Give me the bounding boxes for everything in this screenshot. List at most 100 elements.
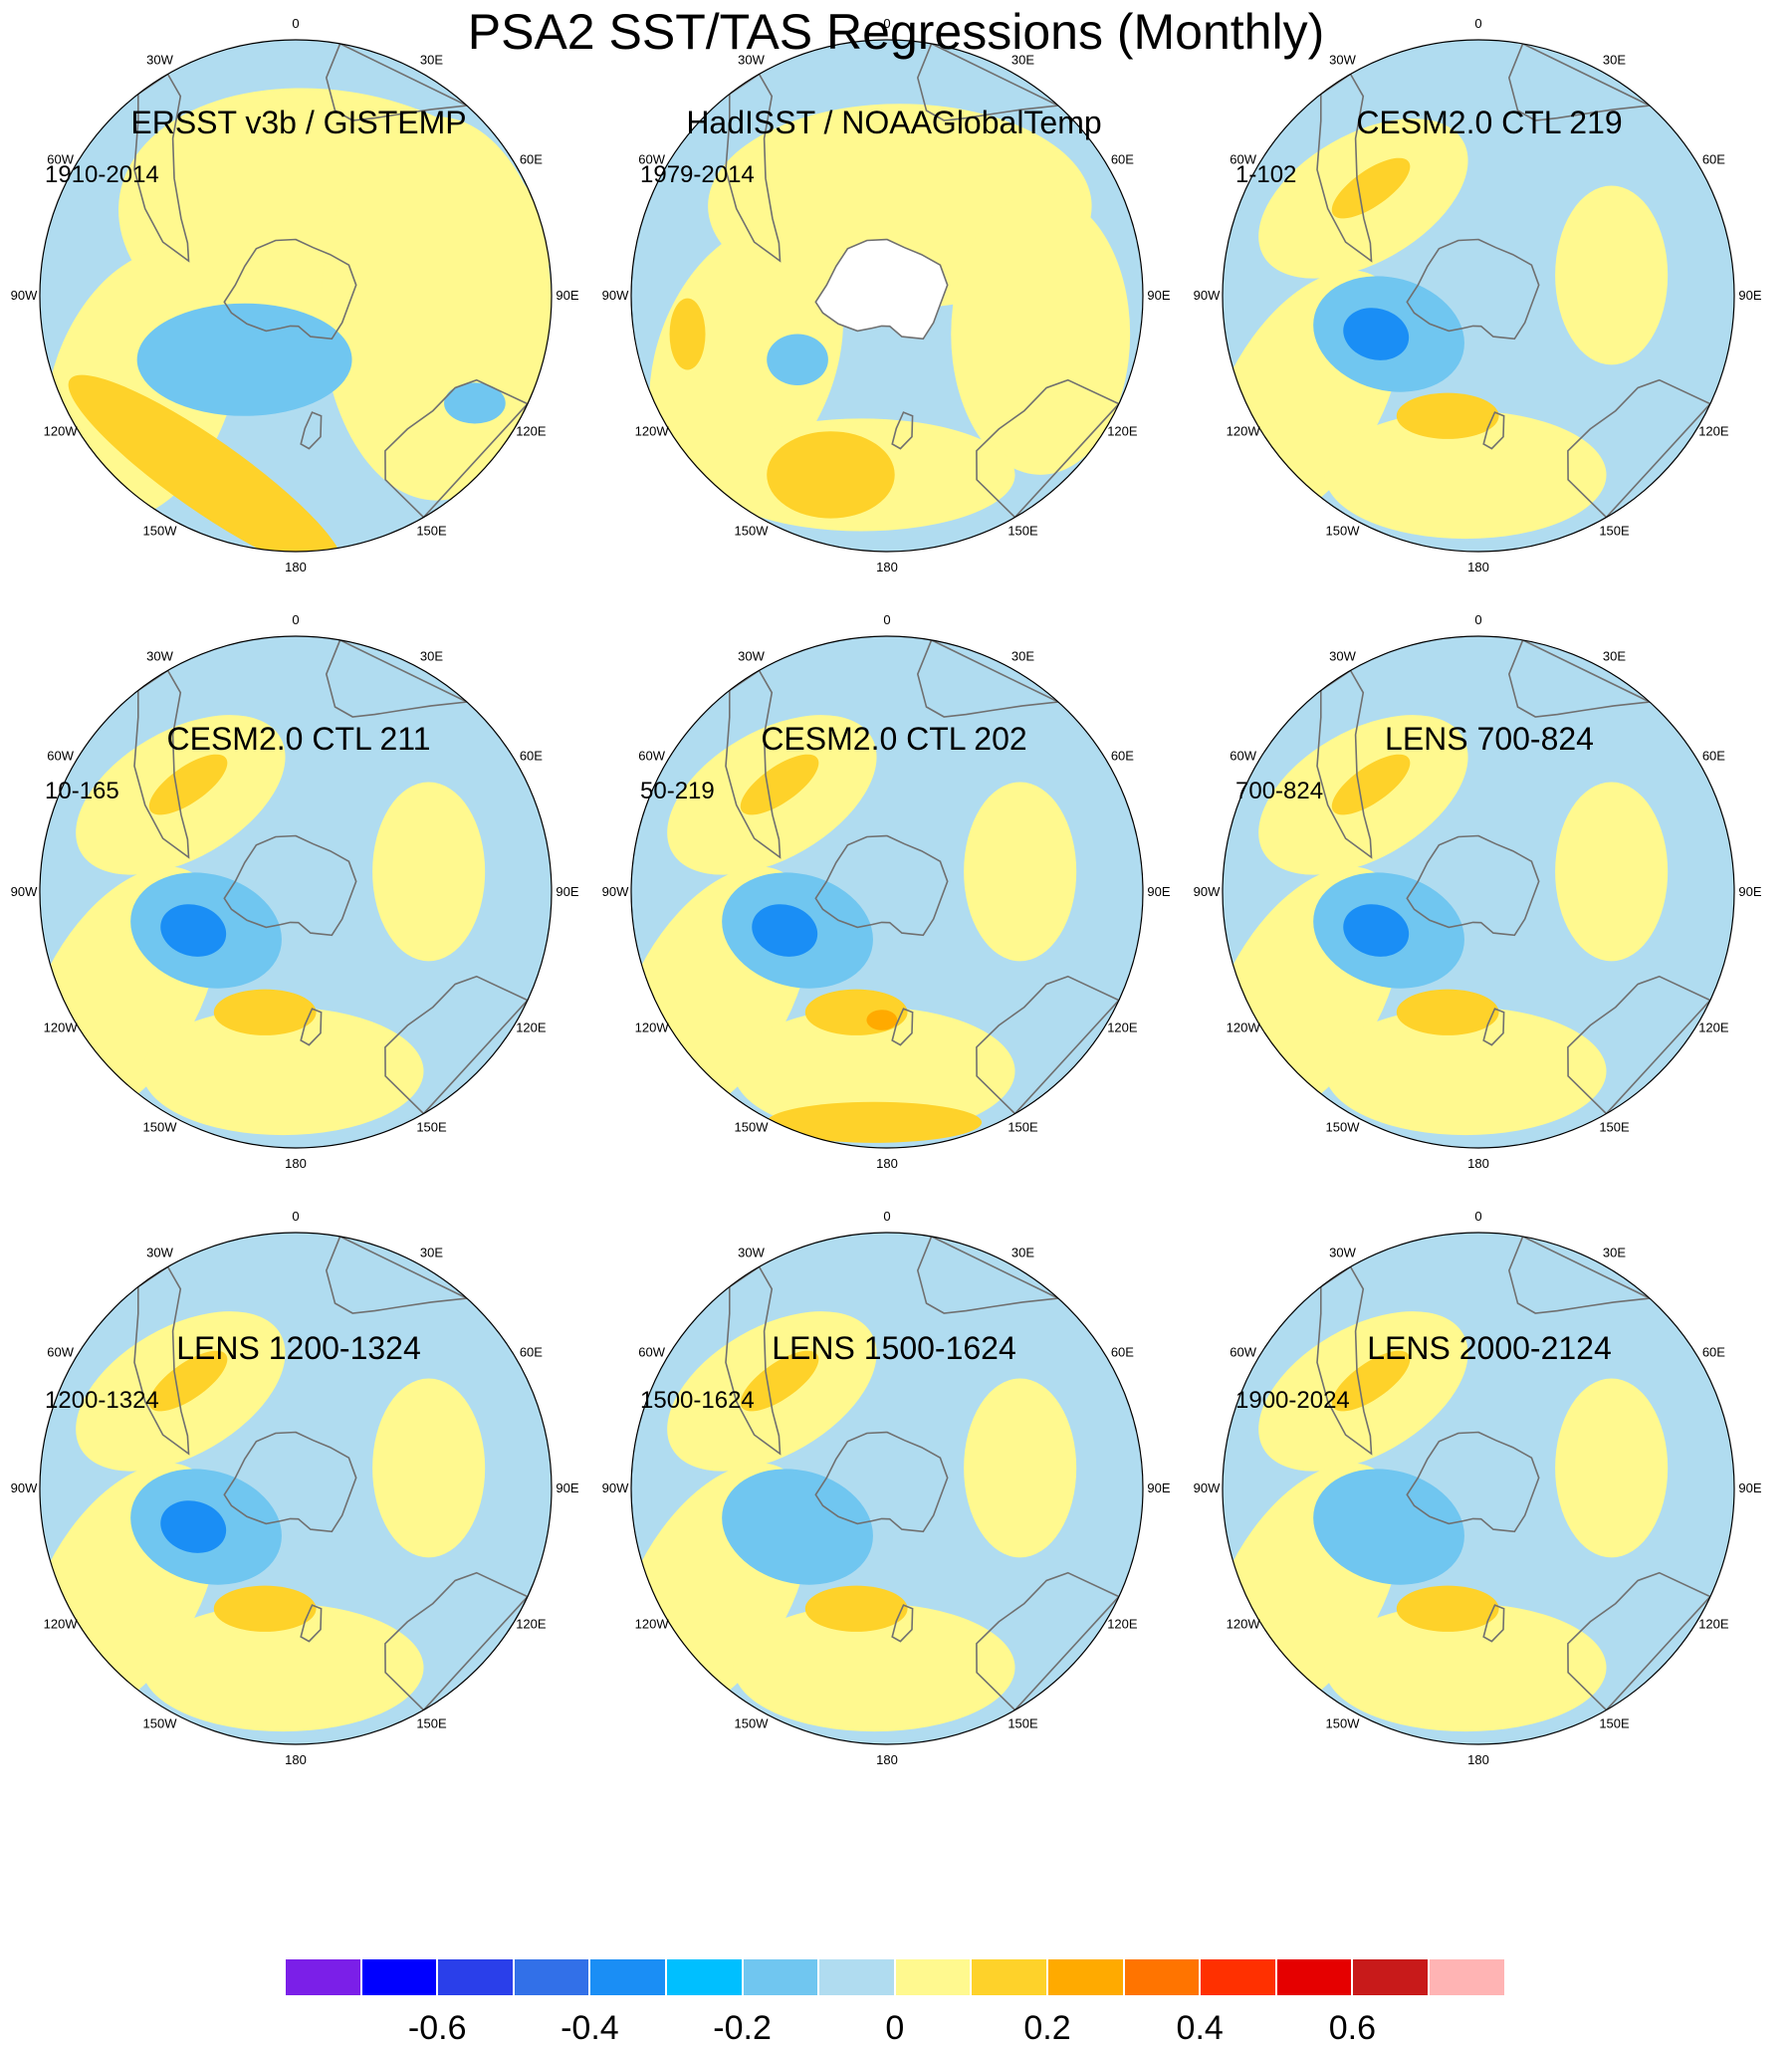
map-field xyxy=(1223,1233,1734,1744)
longitude-label: 120E xyxy=(516,424,547,439)
colorbar-tick-label: 0 xyxy=(885,2009,905,2047)
colorbar-box xyxy=(1123,1958,1201,1996)
longitude-label: 120W xyxy=(44,1617,79,1632)
longitude-label: 120W xyxy=(44,424,79,439)
longitude-label: 0 xyxy=(1474,1209,1481,1224)
map-boundary xyxy=(630,635,1144,1149)
longitude-label: 30E xyxy=(1603,649,1626,664)
map-field xyxy=(1223,636,1734,1148)
longitude-label: 60E xyxy=(1111,749,1134,764)
longitude-label: 60W xyxy=(638,1345,665,1360)
new-zealand-outline xyxy=(300,1008,323,1046)
map-field xyxy=(631,1233,1143,1744)
longitude-label: 30E xyxy=(1011,53,1034,68)
colorbar-tick-label: 0.4 xyxy=(1176,2009,1224,2047)
panel-title: LENS 2000-2124 xyxy=(1367,1330,1612,1366)
longitude-label: 0 xyxy=(1474,612,1481,627)
longitude-label: 180 xyxy=(876,560,898,574)
anomaly-region xyxy=(372,1378,486,1558)
anomaly-region xyxy=(1343,904,1410,957)
longitude-label: 120W xyxy=(1227,1617,1261,1632)
longitude-label: 90W xyxy=(1194,288,1221,303)
anomaly-region xyxy=(866,1010,898,1030)
anomaly-region xyxy=(1555,1378,1669,1558)
panel-title: HadISST / NOAAGlobalTemp xyxy=(686,105,1102,140)
longitude-label: 60E xyxy=(1702,1345,1725,1360)
polar-map: 0 30E 60E 90E 120E 150E 180 150W 120W 90W 60W 30W xyxy=(1194,1209,1762,1767)
colorbar-box xyxy=(665,1958,743,1996)
longitude-label: 150W xyxy=(143,523,178,538)
polar-map: 0 30E 60E 90E 120E 150E 180 150W 120W 90W 60W 30W xyxy=(602,612,1171,1171)
anomaly-region xyxy=(372,782,486,962)
panel-year-range: 1200-1324 xyxy=(45,1387,159,1414)
map-boundary xyxy=(39,1232,553,1745)
longitude-label: 90W xyxy=(11,884,38,899)
australia-outline xyxy=(976,378,1121,519)
map-boundary xyxy=(630,39,1144,553)
longitude-label: 60W xyxy=(638,749,665,764)
new-zealand-outline xyxy=(891,411,914,450)
longitude-label: 90W xyxy=(602,1480,629,1495)
longitude-label: 150W xyxy=(1326,1119,1361,1134)
longitude-label: 150W xyxy=(1326,1715,1361,1730)
longitude-label: 90W xyxy=(11,288,38,303)
longitude-label: 150E xyxy=(1599,523,1630,538)
longitude-label: 30E xyxy=(1011,649,1034,664)
africa-outline xyxy=(1507,1235,1653,1314)
antarctica-outline xyxy=(1406,834,1540,937)
anomaly-region xyxy=(964,1378,1077,1558)
colorbar-box xyxy=(285,1958,361,1996)
polar-map: 0 30E 60E 90E 120E 150E 180 150W 120W 90W 60W 30W xyxy=(602,16,1171,574)
longitude-label: 90E xyxy=(556,1480,578,1495)
new-zealand-outline xyxy=(1482,1604,1505,1643)
longitude-label: 150W xyxy=(735,1119,770,1134)
longitude-label: 150W xyxy=(735,1715,770,1730)
panel-title: LENS 1200-1324 xyxy=(176,1330,421,1366)
longitude-label: 90E xyxy=(1738,288,1761,303)
anomaly-region xyxy=(1555,185,1669,365)
longitude-label: 30W xyxy=(1329,1246,1356,1260)
map-boundary xyxy=(39,635,553,1149)
australia-outline xyxy=(1567,975,1712,1115)
longitude-label: 60W xyxy=(1230,749,1256,764)
australia-outline xyxy=(1567,378,1712,519)
longitude-label: 120W xyxy=(635,424,670,439)
longitude-label: 60W xyxy=(47,1345,74,1360)
longitude-label: 0 xyxy=(883,612,890,627)
map-field xyxy=(40,636,552,1148)
panel-year-range: 1500-1624 xyxy=(640,1387,755,1414)
panel-year-range: 1979-2014 xyxy=(640,161,755,188)
colorbar-labels: -0.6 -0.4 -0.2 0 0.2 0.4 0.6 xyxy=(0,2009,1792,2049)
longitude-label: 60W xyxy=(47,749,74,764)
longitude-label: 30E xyxy=(420,53,443,68)
australia-outline xyxy=(976,1571,1121,1711)
new-zealand-outline xyxy=(891,1008,914,1046)
anomaly-region xyxy=(321,116,552,501)
map-boundary xyxy=(1222,1232,1735,1745)
colorbar-box xyxy=(513,1958,590,1996)
panel-title: CESM2.0 CTL 202 xyxy=(761,721,1027,757)
map-boundary xyxy=(1222,635,1735,1149)
longitude-label: 150W xyxy=(1326,523,1361,538)
anomaly-region xyxy=(160,1500,227,1553)
panel-title: ERSST v3b / GISTEMP xyxy=(130,105,467,140)
longitude-label: 30W xyxy=(1329,53,1356,68)
anomaly-region xyxy=(1396,392,1499,439)
panel-grid: ERSST v3b / GISTEMP 1910-2014 0 30E 60E 90E 12… xyxy=(11,16,1762,1767)
anomaly-region xyxy=(733,1007,1015,1136)
anomaly-region xyxy=(740,1350,819,1412)
longitude-label: 180 xyxy=(1467,1752,1489,1767)
anomaly-region xyxy=(1331,157,1411,219)
antarctica-outline xyxy=(814,834,949,937)
polar-map: 0 30E 60E 90E 120E 150E 180 150W 120W 90W 60W 30W xyxy=(11,1209,579,1767)
longitude-label: 30E xyxy=(1603,1246,1626,1260)
longitude-label: 120E xyxy=(1107,424,1138,439)
anomaly-region xyxy=(1343,308,1410,360)
map-field xyxy=(631,40,1143,552)
anomaly-region xyxy=(1396,989,1499,1035)
longitude-label: 120W xyxy=(635,1617,670,1632)
longitude-label: 90E xyxy=(556,288,578,303)
anomaly-region xyxy=(1331,754,1411,815)
anomaly-region xyxy=(1324,1603,1607,1732)
longitude-label: 180 xyxy=(876,1752,898,1767)
